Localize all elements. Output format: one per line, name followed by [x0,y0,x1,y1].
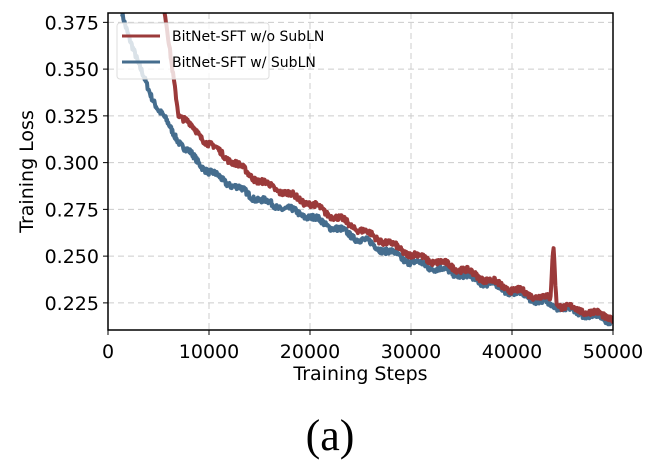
series-line [162,13,613,324]
legend: BitNet-SFT w/o SubLN BitNet-SFT w/ SubLN [116,22,324,80]
x-tick-label: 30000 [381,341,441,363]
x-tick-label: 20000 [280,341,340,363]
figure-caption: (a) [305,411,355,460]
y-tick-label: 0.275 [45,199,99,221]
x-tick-label: 10000 [179,341,239,363]
y-tick-label: 0.325 [45,106,99,128]
x-tick-label: 40000 [482,341,542,363]
y-tick-label: 0.300 [45,153,99,175]
y-tick-label: 0.225 [45,293,99,315]
y-axis-label: Training Loss [16,110,38,234]
series-line [120,13,613,327]
y-tick-label: 0.250 [45,246,99,268]
x-axis-label: Training Steps [292,363,427,385]
x-tick-label: 0 [102,341,114,363]
x-tick-label: 50000 [583,341,643,363]
y-tick-label: 0.375 [45,12,99,34]
legend-label: BitNet-SFT w/ SubLN [172,55,316,71]
legend-label: BitNet-SFT w/o SubLN [172,29,324,45]
training-loss-chart: 0 10000 20000 30000 40000 50000 0.225 0.250 0.27… [16,12,643,385]
plot-frame [107,12,614,331]
y-tick-label: 0.350 [45,59,99,81]
